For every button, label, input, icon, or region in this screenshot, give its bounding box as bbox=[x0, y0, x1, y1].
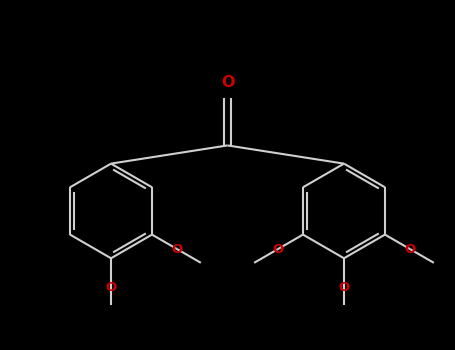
Text: O: O bbox=[172, 243, 183, 256]
Text: O: O bbox=[106, 281, 116, 294]
Text: O: O bbox=[272, 243, 283, 256]
Text: O: O bbox=[221, 75, 234, 90]
Text: O: O bbox=[404, 243, 416, 256]
Text: O: O bbox=[339, 281, 349, 294]
